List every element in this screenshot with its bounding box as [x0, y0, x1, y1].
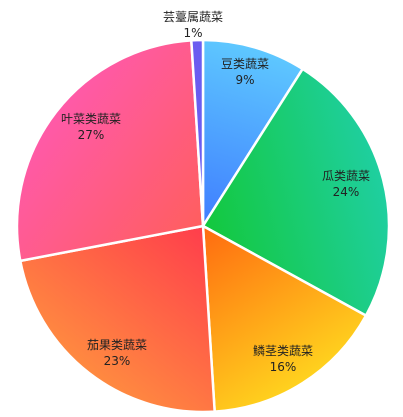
slice-pct-melons: 24% — [333, 185, 360, 199]
pie-slices — [15, 38, 391, 414]
slice-label-leafy: 叶菜类蔬菜 — [61, 112, 121, 126]
slice-pct-beans: 9% — [235, 73, 254, 87]
slice-label-solanaceous: 茄果类蔬菜 — [87, 338, 147, 352]
slice-pct-solanaceous: 23% — [104, 354, 131, 368]
pie-slice-melons — [201, 67, 391, 317]
pie-slice-solanaceous — [19, 224, 216, 414]
pie-labels: 豆类蔬菜 9% 瓜类蔬菜 24% 鳞茎类蔬菜 16% 茄果类蔬菜 23% 叶菜类… — [61, 9, 370, 374]
pie-slice-beans — [201, 38, 304, 228]
slice-pct-brassica: 1% — [183, 26, 202, 40]
slice-pct-leafy: 27% — [78, 128, 105, 142]
pie-slice-leafy — [15, 39, 205, 263]
slice-pct-bulbs: 16% — [270, 360, 297, 374]
slice-label-brassica: 芸薹属蔬菜 — [163, 9, 223, 24]
slice-label-beans: 豆类蔬菜 — [221, 57, 269, 71]
slice-label-melons: 瓜类蔬菜 — [322, 169, 370, 183]
pie-slice-bulbs — [201, 224, 368, 413]
pie-slice-brassica — [190, 38, 205, 228]
slice-label-bulbs: 鳞茎类蔬菜 — [253, 344, 313, 358]
